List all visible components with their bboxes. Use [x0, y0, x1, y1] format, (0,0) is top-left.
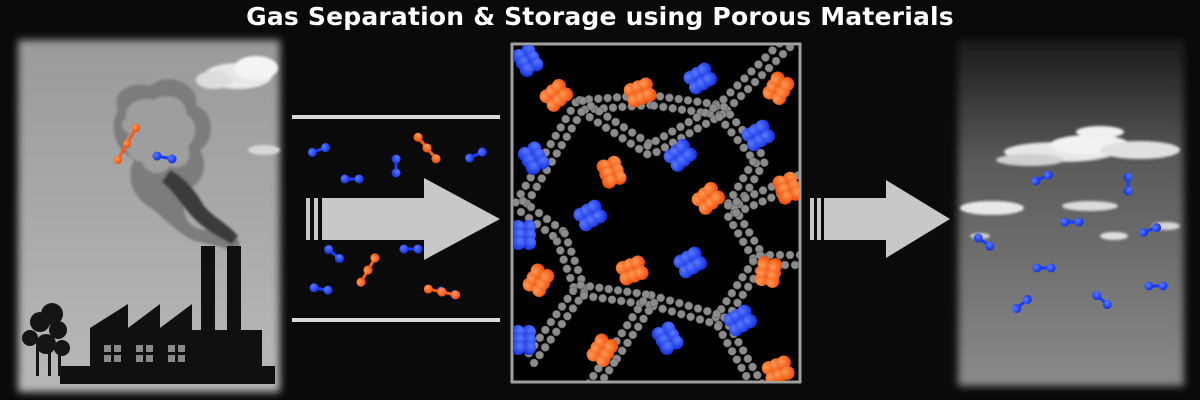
page-title: Gas Separation & Storage using Porous Ma…: [246, 2, 954, 31]
framework-panel: [510, 42, 802, 384]
n2-molecule-icon: [1138, 223, 1162, 237]
n2-molecule-icon: [1031, 170, 1053, 186]
framework-strut: [577, 96, 727, 159]
co2-molecule-icon: [586, 333, 619, 367]
factory-windows: [104, 345, 185, 362]
n2-molecule-icon: [513, 220, 536, 250]
n2-molecule-icon: [391, 154, 401, 178]
n2-molecule-icon: [309, 283, 333, 295]
n2-molecule-icon: [513, 325, 536, 355]
input-channel: [292, 115, 500, 322]
n2-molecule-icon: [517, 141, 550, 175]
n2-molecule-icon: [1123, 172, 1133, 196]
n2-molecule-icon: [573, 199, 607, 232]
n2-molecule-icon: [1012, 295, 1032, 313]
n2-molecule-icon: [1144, 281, 1168, 291]
n2-molecule-icon: [152, 151, 177, 164]
tree-icon: [22, 303, 70, 376]
n2-molecule-icon: [723, 304, 757, 337]
adsorbed-molecules: [513, 45, 799, 381]
co2-molecule-icon: [761, 355, 795, 381]
n2-molecule-icon: [1092, 291, 1112, 309]
n2-molecule-icon: [340, 174, 364, 184]
co2-molecule-icon: [539, 79, 573, 112]
framework-struts: [513, 45, 799, 381]
factory-icon: [60, 246, 275, 384]
co2-molecule-icon: [413, 132, 441, 164]
n2-molecule-icon: [307, 143, 331, 157]
co2-molecule-icon: [691, 182, 725, 215]
n2-molecule-icon: [465, 147, 487, 163]
cloud-icon: [196, 56, 280, 155]
co2-molecule-icon: [762, 71, 795, 105]
flow-arrow-icon: [306, 178, 500, 260]
n2-molecule-icon: [651, 321, 684, 355]
co2-molecule-icon: [623, 77, 657, 108]
n2-molecule-icon: [1060, 217, 1084, 227]
n2-molecule-icon: [324, 245, 344, 263]
smoke-cloud-icon: [113, 79, 240, 250]
co2-molecule-icon: [114, 124, 140, 164]
co2-molecule-icon: [596, 155, 627, 189]
right-panel: [958, 40, 1184, 386]
n2-molecule-icon: [663, 139, 697, 172]
co2-molecule-icon: [522, 263, 555, 297]
flow-arrow-icon: [810, 180, 950, 258]
co2-molecule-icon: [754, 256, 783, 288]
left-panel: [18, 40, 280, 392]
co2-molecule-icon: [772, 171, 799, 205]
n2-molecule-icon: [399, 244, 423, 254]
framework-strut: [713, 313, 766, 381]
n2-molecule-icon: [683, 62, 717, 95]
co2-molecule-icon: [615, 255, 649, 286]
n2-molecule-icon: [973, 233, 995, 251]
n2-molecule-icon: [673, 246, 707, 279]
co2-molecule-icon: [423, 284, 461, 300]
n2-molecule-icon: [741, 119, 775, 152]
co2-molecule-icon: [356, 253, 380, 287]
n2-molecule-icon: [1032, 263, 1056, 273]
n2-molecule-icon: [513, 45, 544, 77]
